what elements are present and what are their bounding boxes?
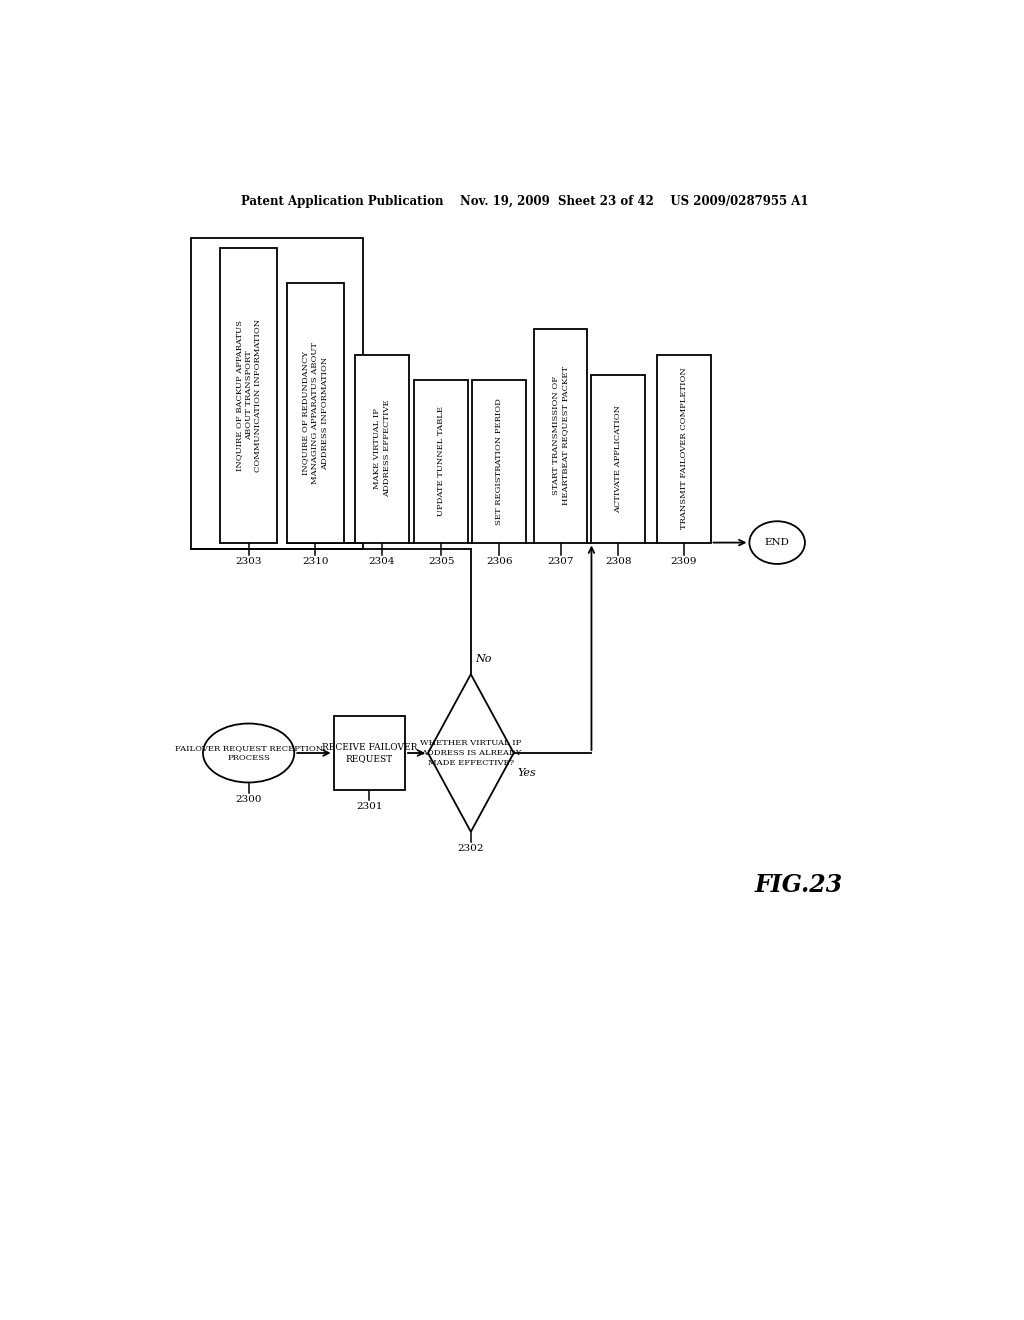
Text: Patent Application Publication    Nov. 19, 2009  Sheet 23 of 42    US 2009/02879: Patent Application Publication Nov. 19, … [241, 194, 809, 207]
Text: 2303: 2303 [236, 557, 262, 566]
FancyBboxPatch shape [355, 355, 409, 543]
FancyBboxPatch shape [472, 380, 526, 543]
Text: Yes: Yes [518, 768, 537, 779]
Text: END: END [765, 539, 790, 546]
Text: 2304: 2304 [369, 557, 395, 566]
FancyBboxPatch shape [592, 375, 645, 543]
Text: SET REGISTRATION PERIOD: SET REGISTRATION PERIOD [496, 397, 504, 525]
Text: 2301: 2301 [356, 801, 383, 810]
Text: No: No [475, 653, 493, 664]
Polygon shape [428, 675, 514, 832]
FancyBboxPatch shape [534, 329, 588, 543]
FancyBboxPatch shape [287, 284, 344, 543]
Ellipse shape [203, 723, 294, 783]
Text: 2308: 2308 [605, 557, 632, 566]
FancyBboxPatch shape [656, 355, 711, 543]
FancyBboxPatch shape [220, 248, 278, 543]
Text: INQUIRE OF BACKUP APPARATUS
ABOUT TRANSPORT
COMMUNICATION INFORMATION: INQUIRE OF BACKUP APPARATUS ABOUT TRANSP… [234, 318, 262, 471]
FancyBboxPatch shape [334, 717, 404, 789]
Text: UPDATE TUNNEL TABLE: UPDATE TUNNEL TABLE [437, 407, 445, 516]
Text: 2305: 2305 [428, 557, 455, 566]
Text: INQUIRE OF REDUNDANCY
MANAGING APPARATUS ABOUT
ADDRESS INFORMATION: INQUIRE OF REDUNDANCY MANAGING APPARATUS… [301, 342, 329, 484]
FancyBboxPatch shape [415, 380, 468, 543]
Text: START TRANSMISSION OF
HEARTBEAT REQUEST PACKET: START TRANSMISSION OF HEARTBEAT REQUEST … [552, 367, 569, 506]
Text: RECEIVE FAILOVER
REQUEST: RECEIVE FAILOVER REQUEST [322, 743, 417, 763]
Text: 2306: 2306 [486, 557, 513, 566]
Text: FIG.23: FIG.23 [755, 873, 843, 898]
Text: 2302: 2302 [458, 843, 484, 853]
Text: ACTIVATE APPLICATION: ACTIVATE APPLICATION [614, 405, 623, 512]
Text: 2309: 2309 [671, 557, 696, 566]
Ellipse shape [750, 521, 805, 564]
Text: WHETHER VIRTUAL IP
ADDRESS IS ALREADY
MADE EFFECTIVE?: WHETHER VIRTUAL IP ADDRESS IS ALREADY MA… [420, 739, 521, 767]
Text: 2307: 2307 [547, 557, 573, 566]
Text: TRANSMIT FAILOVER COMPLETION: TRANSMIT FAILOVER COMPLETION [680, 368, 687, 529]
Text: 2310: 2310 [302, 557, 329, 566]
Text: 2300: 2300 [236, 795, 262, 804]
Text: MAKE VIRTUAL IP
ADDRESS EFFECTIVE: MAKE VIRTUAL IP ADDRESS EFFECTIVE [373, 400, 391, 498]
Text: FAILOVER REQUEST RECEPTION
PROCESS: FAILOVER REQUEST RECEPTION PROCESS [174, 744, 323, 762]
